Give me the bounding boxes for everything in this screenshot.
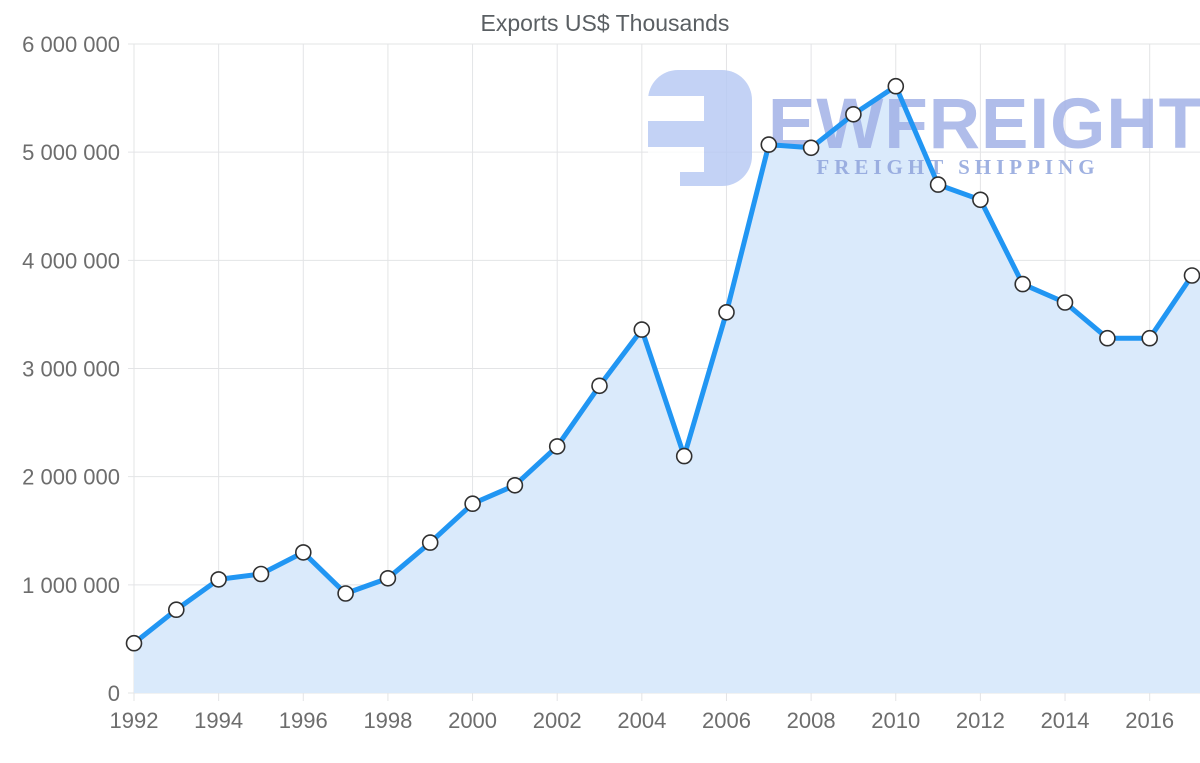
- data-point-marker[interactable]: [1014, 275, 1032, 293]
- data-point-marker[interactable]: [421, 534, 439, 551]
- data-point-marker[interactable]: [845, 106, 862, 123]
- data-point-marker[interactable]: [337, 585, 354, 602]
- y-axis-tick-label: 2 000 000: [22, 465, 120, 490]
- x-axis-tick-label: 1994: [194, 708, 243, 733]
- data-point-marker[interactable]: [633, 321, 651, 338]
- data-point-marker[interactable]: [1141, 329, 1158, 347]
- x-axis-tick-label: 2000: [448, 708, 497, 733]
- watermark: EWFREIGHT FREIGHT SHIPPING: [648, 70, 1200, 186]
- data-point-marker[interactable]: [379, 569, 397, 587]
- data-point-marker[interactable]: [675, 447, 693, 465]
- data-point-marker[interactable]: [718, 303, 735, 321]
- x-axis-tick-label: 2008: [787, 708, 836, 733]
- x-axis-tick-label: 2014: [1041, 708, 1090, 733]
- data-point-marker[interactable]: [972, 191, 989, 209]
- x-axis-tick-label: 2004: [617, 708, 666, 733]
- y-axis-tick-label: 1 000 000: [22, 573, 120, 598]
- x-axis-tick-label: 1998: [363, 708, 412, 733]
- x-axis-tick-label: 2010: [871, 708, 920, 733]
- watermark-brand-text: EWFREIGHT: [768, 85, 1200, 164]
- x-axis-tick-label: 1992: [110, 708, 159, 733]
- watermark-tagline-text: FREIGHT SHIPPING: [816, 155, 1099, 179]
- y-axis-tick-label: 3 000 000: [22, 357, 120, 382]
- data-point-marker[interactable]: [506, 476, 524, 494]
- x-axis-tick-label: 2012: [956, 708, 1005, 733]
- x-axis-tick-label: 1996: [279, 708, 328, 733]
- data-point-marker[interactable]: [760, 136, 778, 153]
- brand-logo-icon: [648, 70, 752, 186]
- data-point-marker[interactable]: [168, 601, 185, 619]
- data-point-marker[interactable]: [548, 438, 566, 455]
- data-point-marker[interactable]: [929, 176, 947, 193]
- x-axis-tick-label: 2002: [533, 708, 582, 733]
- data-point-marker[interactable]: [802, 139, 820, 157]
- axis-labels: 0 1 000 000 2 000 000 3 000 000 4 000 000 5 0…: [22, 32, 1174, 733]
- data-point-marker[interactable]: [1056, 294, 1074, 311]
- data-point-marker[interactable]: [294, 544, 312, 561]
- y-axis-tick-label: 6 000 000: [22, 32, 120, 57]
- area-fill-path: [134, 86, 1200, 693]
- series-line: [131, 83, 1195, 646]
- y-axis-tick-label: 0: [108, 681, 120, 706]
- data-point-marker[interactable]: [1099, 329, 1116, 347]
- data-point-marker[interactable]: [125, 634, 143, 652]
- y-axis-tick-label: 5 000 000: [22, 140, 120, 165]
- chart-title: Exports US$ Thousands: [481, 10, 730, 36]
- data-point-marker[interactable]: [210, 571, 227, 588]
- data-point-marker[interactable]: [464, 495, 481, 513]
- x-axis-tick-label: 2006: [702, 708, 751, 733]
- area-fill: [134, 86, 1200, 693]
- data-point-marker[interactable]: [591, 377, 608, 395]
- data-point-marker[interactable]: [1183, 267, 1200, 284]
- data-point-marker[interactable]: [252, 565, 270, 583]
- x-axis-tick-label: 2016: [1125, 708, 1174, 733]
- data-point-marker[interactable]: [887, 77, 905, 95]
- y-axis-tick-label: 4 000 000: [22, 248, 120, 273]
- exports-series: [125, 77, 1200, 652]
